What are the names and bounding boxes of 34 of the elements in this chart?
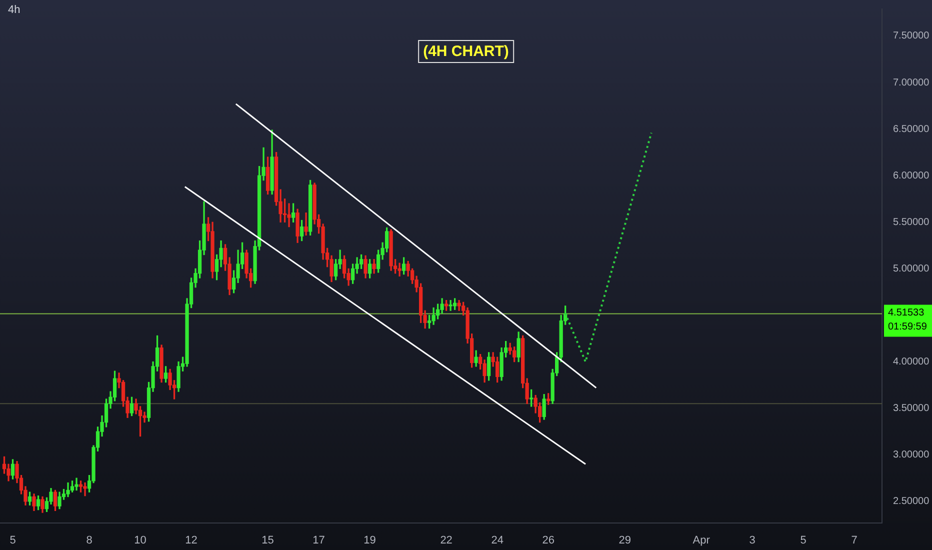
x-tick-label: 3 <box>749 534 756 546</box>
y-tick-label: 5.50000 <box>893 216 930 228</box>
x-tick-label: 17 <box>312 534 325 546</box>
x-tick-label: 7 <box>851 534 858 546</box>
x-tick-label: Apr <box>692 534 710 546</box>
y-tick-label: 2.50000 <box>893 496 930 508</box>
ref-line-label: 4.51533 <box>888 308 925 319</box>
y-tick-label: 3.00000 <box>893 450 930 461</box>
candlestick <box>448 300 452 311</box>
y-tick-label: 3.50000 <box>893 403 930 414</box>
candlestick <box>83 482 87 496</box>
y-tick-label: 5.00000 <box>893 263 930 274</box>
x-tick-label: 8 <box>86 534 92 546</box>
y-tick-label: 4.00000 <box>893 356 930 368</box>
x-tick-label: 19 <box>364 534 376 546</box>
y-tick-label: 6.00000 <box>893 170 930 182</box>
text: 01:59:59 <box>888 322 928 333</box>
y-tick-label: 7.50000 <box>893 30 930 42</box>
text: (4H CHART) <box>418 40 514 63</box>
x-tick-label: 5 <box>10 534 16 546</box>
x-tick-label: 26 <box>542 534 554 546</box>
x-tick-label: 29 <box>618 534 631 546</box>
x-tick-label: 15 <box>262 534 274 546</box>
x-tick-label: 10 <box>134 534 146 546</box>
x-tick-label: 12 <box>185 534 198 546</box>
x-tick-label: 22 <box>440 534 452 546</box>
y-tick-label: 7.00000 <box>893 77 930 88</box>
y-tick-label: 6.50000 <box>893 124 930 135</box>
candlestick <box>304 212 308 236</box>
chart-subtitle: 4h <box>8 4 20 16</box>
candlestick <box>74 478 78 491</box>
candlestick <box>398 262 402 276</box>
x-tick-label: 5 <box>800 534 806 546</box>
x-tick-label: 24 <box>491 534 504 546</box>
